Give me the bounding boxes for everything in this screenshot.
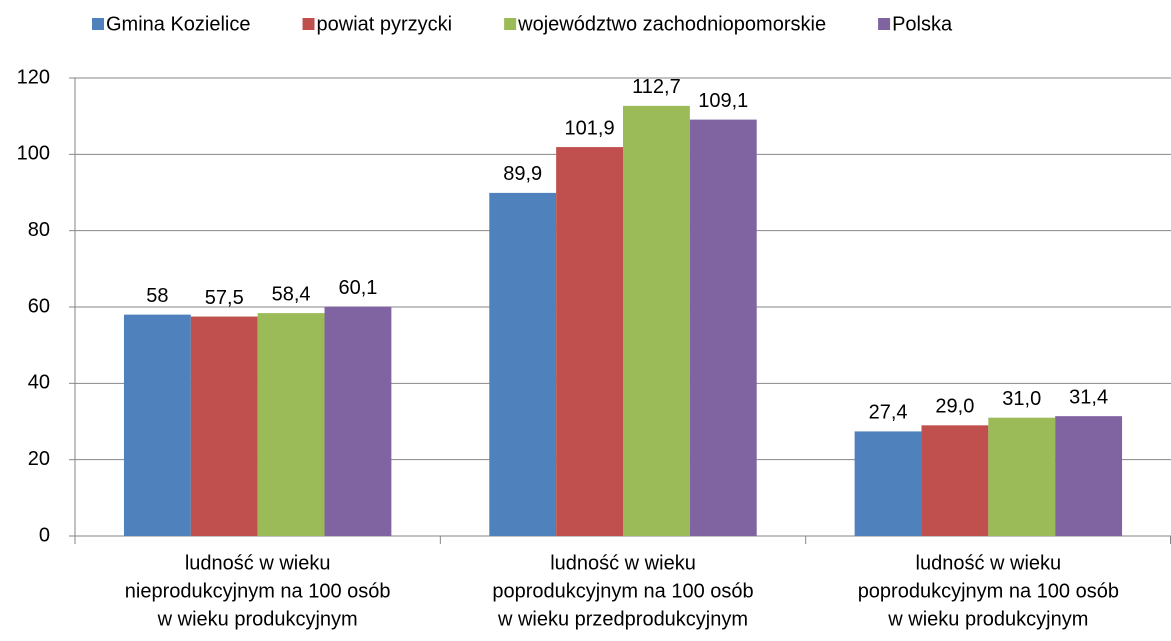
legend-swatch [504, 18, 517, 30]
data-label: 29,0 [935, 396, 974, 418]
legend-label: powiat pyrzycki [317, 13, 453, 35]
legend-swatch [878, 18, 891, 30]
y-tick-label: 40 [28, 372, 50, 394]
data-label: 58,4 [272, 283, 311, 305]
legend-label: Gmina Kozielice [106, 13, 251, 35]
x-tick-label: w wieku przedprodukcyjnym [497, 608, 748, 630]
x-tick-label: ludność w wieku [185, 552, 331, 574]
legend-label: Polska [892, 13, 953, 35]
x-tick-label: nieprodukcyjnym na 100 osób [125, 580, 391, 602]
y-tick-label: 20 [28, 448, 50, 470]
bar [988, 417, 1056, 536]
y-tick-label: 0 [39, 524, 50, 546]
bar [123, 314, 191, 536]
bar [489, 192, 557, 537]
x-tick-label: w wieku produkcyjnym [157, 608, 358, 630]
data-label: 31,0 [1002, 388, 1041, 410]
bar [556, 147, 623, 536]
data-label: 89,9 [503, 163, 542, 185]
y-tick-label: 120 [17, 66, 50, 88]
bar [324, 306, 392, 536]
legend-swatch [302, 18, 315, 30]
x-tick-label: poprodukcyjnym na 100 osób [858, 580, 1119, 602]
x-tick-label: ludność w wieku [916, 552, 1062, 574]
bar [623, 105, 690, 536]
y-tick-label: 60 [28, 295, 50, 317]
x-tick-label: w wieku produkcyjnym [887, 608, 1088, 630]
data-label: 31,4 [1069, 386, 1108, 408]
data-label: 27,4 [869, 402, 908, 424]
bar [190, 316, 258, 536]
x-tick-label: ludność w wieku [550, 552, 696, 574]
x-tick-label: poprodukcyjnym na 100 osób [492, 580, 753, 602]
data-label: 57,5 [205, 287, 244, 309]
bar [257, 313, 325, 536]
bar [921, 425, 989, 536]
y-tick-label: 100 [17, 143, 50, 165]
data-label: 101,9 [565, 117, 615, 139]
data-label: 109,1 [698, 90, 748, 112]
data-label: 112,7 [632, 76, 681, 98]
legend-swatch [92, 18, 104, 30]
legend-label: województwo zachodniopomorskie [517, 13, 826, 35]
data-label: 58 [146, 285, 168, 307]
data-label: 60,1 [338, 277, 377, 299]
y-tick-label: 80 [28, 219, 50, 241]
bar [689, 119, 757, 536]
bar [854, 431, 922, 536]
bar [1055, 416, 1123, 536]
